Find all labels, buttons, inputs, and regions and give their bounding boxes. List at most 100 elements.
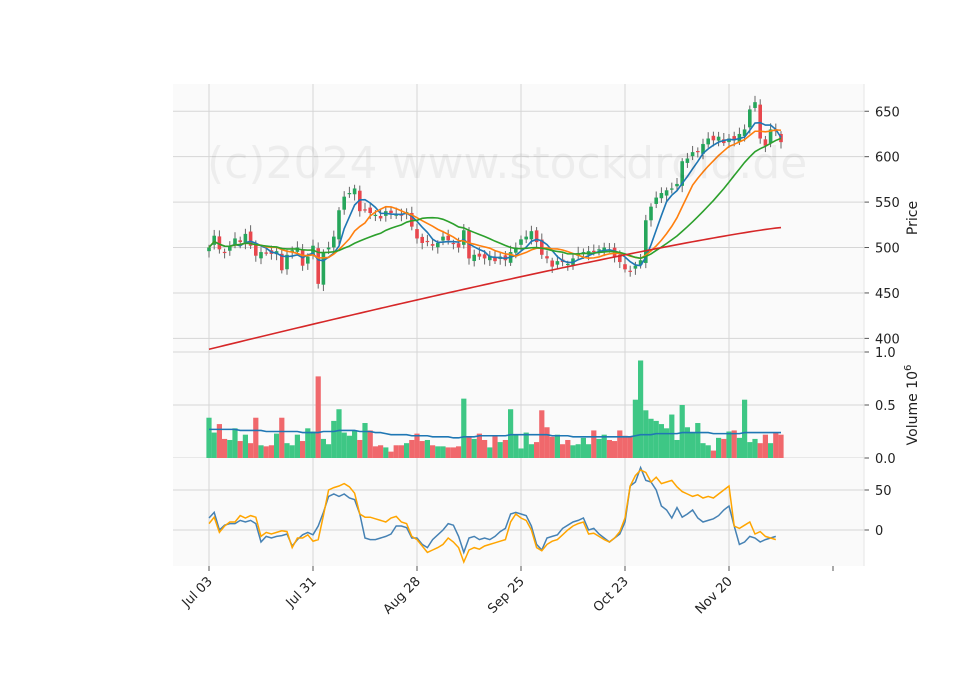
volume-bar: [315, 376, 321, 458]
candle-up: [352, 188, 357, 195]
price-tick-label: 400: [875, 332, 900, 347]
candle-down: [456, 243, 461, 248]
volume-bar: [336, 409, 342, 458]
volume-bar: [695, 423, 701, 458]
candle-up: [649, 206, 653, 221]
candle-down: [363, 209, 367, 211]
volume-bar: [258, 445, 264, 458]
volume-bar: [528, 444, 534, 458]
volume-bar: [710, 450, 716, 458]
candle-down: [368, 207, 372, 214]
volume-bar: [440, 446, 446, 458]
volume-bar: [279, 417, 285, 458]
candle-down: [779, 133, 783, 143]
price-background: [173, 84, 864, 352]
volume-tick-label: 1.0: [875, 346, 896, 361]
volume-bar: [253, 417, 259, 458]
volume-bar: [721, 438, 727, 458]
volume-bar: [513, 434, 519, 458]
volume-bar: [445, 447, 451, 458]
price-tick-label: 650: [875, 105, 900, 120]
volume-bar: [617, 430, 623, 458]
candle-down: [711, 135, 716, 141]
volume-bar: [497, 442, 503, 458]
candle-up: [233, 238, 237, 245]
volume-bar: [274, 433, 280, 458]
candle-up: [373, 214, 378, 217]
candle-up: [675, 183, 679, 187]
x-tick-label: Nov 20: [693, 574, 736, 617]
candle-up: [306, 256, 310, 264]
candle-up: [347, 193, 352, 195]
volume-bar: [294, 434, 300, 458]
candle-up: [690, 152, 695, 157]
candle-up: [472, 254, 476, 262]
volume-bar: [664, 428, 670, 458]
volume-bar: [601, 434, 607, 458]
volume-bar: [627, 436, 633, 458]
candle-up: [581, 252, 586, 254]
candle-down: [493, 257, 497, 262]
volume-bar: [570, 445, 576, 458]
candle-down: [628, 270, 632, 272]
candle-up: [441, 236, 445, 241]
volume-bar: [648, 418, 654, 458]
candle-down: [222, 251, 227, 254]
volume-bar: [690, 432, 696, 458]
candle-down: [482, 254, 487, 259]
volume-bar: [471, 438, 477, 458]
volume-tick-label: 0.5: [875, 399, 896, 414]
x-tick-label: Jul 31: [283, 574, 320, 611]
x-tick-label: Oct 23: [591, 574, 632, 615]
x-tick-label: Aug 28: [381, 574, 424, 617]
candle-up: [685, 158, 690, 163]
candle-down: [732, 136, 736, 141]
volume-bar: [424, 439, 430, 458]
candle-down: [545, 256, 549, 259]
volume-bar: [388, 451, 394, 458]
volume-bar: [341, 432, 347, 458]
volume-bar: [534, 442, 540, 458]
volume-bar: [742, 399, 748, 458]
sma-10-line: [208, 129, 782, 260]
candle-down: [618, 254, 622, 263]
volume-bar: [222, 438, 228, 458]
volume-bar: [705, 445, 711, 458]
candle-up: [638, 260, 643, 265]
candle-up: [597, 249, 601, 251]
candle-up: [654, 197, 658, 204]
volume-bar: [466, 436, 472, 458]
volume-bar: [591, 430, 597, 458]
volume-bar: [612, 441, 618, 458]
candle-down: [477, 253, 482, 257]
x-tick-label: Jul 03: [179, 574, 216, 611]
volume-bar: [653, 420, 659, 458]
volume-bar: [669, 414, 675, 458]
candle-up: [321, 252, 326, 285]
candle-up: [742, 129, 747, 136]
volume-bar: [638, 360, 644, 458]
volume-bar: [747, 442, 753, 458]
candle-down: [238, 240, 242, 243]
volume-tick-label: 0.0: [875, 452, 896, 467]
candle-down: [378, 216, 383, 219]
volume-bar: [367, 430, 373, 458]
volume-bar: [383, 447, 389, 458]
volume-bar: [518, 448, 524, 458]
watermark: (c)2024 www.stockdroid.de: [207, 138, 807, 189]
volume-bar: [430, 445, 436, 458]
candle-up: [326, 247, 331, 250]
price-panel: 400 450 500 550 600 650: [173, 84, 900, 352]
candle-up: [462, 230, 466, 245]
candle-down: [763, 139, 768, 146]
candle-up: [706, 138, 710, 145]
volume-bar: [305, 428, 311, 458]
volume-bar: [508, 409, 514, 458]
volume-bar: [409, 439, 415, 458]
price-axis-label: Price: [905, 201, 921, 235]
sma-100-line: [208, 226, 782, 351]
volume-bar: [487, 447, 493, 458]
volume-bar: [450, 447, 456, 458]
volume-bar: [674, 439, 680, 458]
